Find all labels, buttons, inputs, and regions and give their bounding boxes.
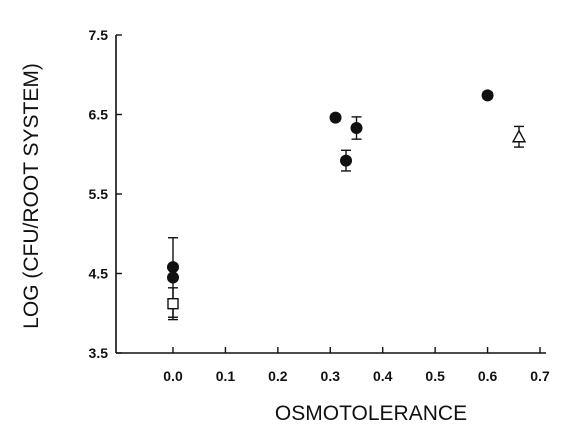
x-tick-label: 0.3 <box>321 368 341 384</box>
axes <box>115 35 546 354</box>
marker-filled-circle <box>167 271 179 284</box>
data-points <box>167 89 527 321</box>
x-tick-label: 0.0 <box>163 368 183 384</box>
marker-filled-circle <box>350 122 363 135</box>
x-tick-label: 0.6 <box>478 368 498 384</box>
marker-filled-circle <box>329 111 342 124</box>
marker-filled-circle <box>481 89 494 102</box>
y-tick-label: 3.5 <box>89 345 109 361</box>
x-tick-label: 0.1 <box>216 368 236 384</box>
y-axis-ticks: 3.5 4.5 5.5 6.5 7.5 <box>89 27 122 361</box>
data-point <box>350 116 363 140</box>
data-point <box>511 125 527 148</box>
x-tick-label: 0.7 <box>530 368 550 384</box>
marker-open-square <box>167 298 179 310</box>
data-point <box>340 149 353 172</box>
marker-filled-circle <box>340 154 353 167</box>
y-tick-label: 6.5 <box>89 107 109 123</box>
y-tick-label: 4.5 <box>89 266 109 282</box>
marker-open-triangle <box>511 129 527 143</box>
data-point <box>329 111 342 124</box>
x-axis-title: OSMOTOLERANCE <box>275 402 467 425</box>
data-point <box>167 287 179 321</box>
x-tick-label: 0.4 <box>373 368 393 384</box>
y-tick-label: 5.5 <box>89 186 109 202</box>
x-tick-label: 0.2 <box>268 368 288 384</box>
data-point <box>481 89 494 102</box>
y-tick-label: 7.5 <box>89 27 109 43</box>
x-tick-label: 0.5 <box>425 368 445 384</box>
y-axis-title: LOG (CFU/ROOT SYSTEM) <box>20 63 43 329</box>
x-axis-ticks: 0.0 0.1 0.2 0.3 0.4 0.5 0.6 0.7 <box>163 347 550 384</box>
